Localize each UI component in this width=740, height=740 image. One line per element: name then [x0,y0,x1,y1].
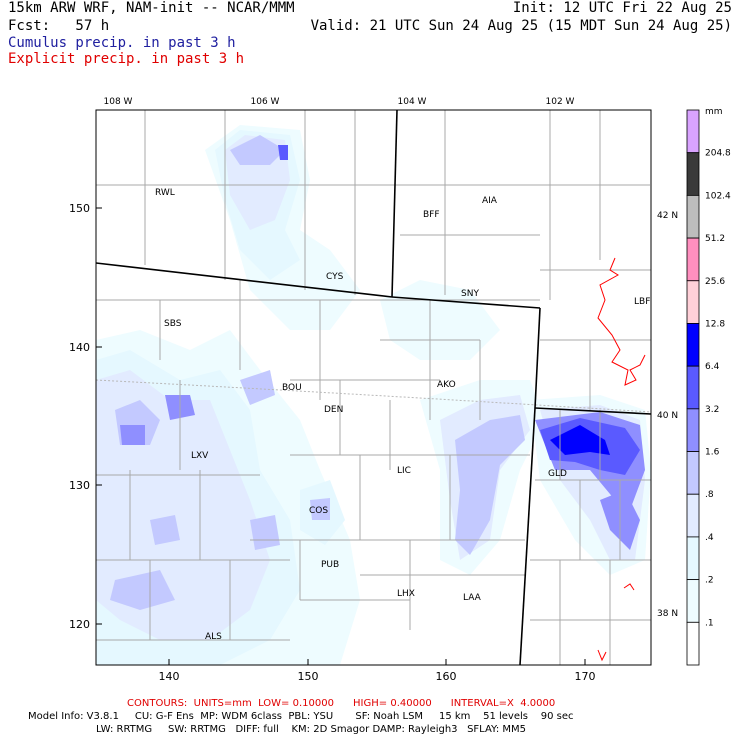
explicit-precip-label: Explicit precip. in past 3 h [8,51,245,67]
bottom-label-160: 160 [436,670,457,683]
colorbar-swatch [686,579,700,623]
forecast-hour: Fcst: 57 h [8,18,110,34]
contours-info: CONTOURS: UNITS=mm LOW= 0.10000 HIGH= 0.… [127,698,556,709]
colorbar-swatch [686,408,700,452]
map-frame [95,109,652,666]
colorbar-level-label: 51.2 [705,234,725,244]
station-bou: BOU [282,383,302,393]
colorbar-swatch [686,493,700,538]
left-label-140: 140 [69,341,90,354]
init-time: Init: 12 UTC Fri 22 Aug 25 [512,0,732,16]
colorbar-swatch [686,152,700,196]
colorbar-level-label: .1 [705,618,714,628]
lon-label-106w: 106 W [251,97,280,107]
colorbar-swatch [686,280,700,324]
colorbar-labels: 204.8 102.4 51.2 25.6 12.8 6.4 3.2 1.6 .8 .4 .2 .1 [705,149,731,629]
station-sny: SNY [461,289,479,299]
colorbar-unit: mm [705,107,723,117]
colorbar-level-label: 3.2 [705,405,719,415]
station-bff: BFF [423,210,440,220]
colorbar-swatch [686,109,700,154]
colorbar-level-label: .8 [705,490,714,500]
station-pub: PUB [321,560,339,570]
station-cys: CYS [326,272,344,282]
lon-label-104w: 104 W [398,97,427,107]
colorbar-swatch [686,621,700,666]
station-sbs: SBS [164,319,182,329]
station-gld: GLD [548,469,567,479]
bottom-label-170: 170 [575,670,596,683]
model-title: 15km ARW WRF, NAM-init -- NCAR/MMM [8,0,295,16]
colorbar-swatch [686,451,700,495]
colorbar-level-label: 102.4 [705,191,731,201]
bottom-label-150: 150 [298,670,319,683]
model-info-line-2: LW: RRTMG SW: RRTMG DIFF: full KM: 2D Sm… [96,724,526,735]
station-lic: LIC [397,466,411,476]
colorbar: mm 204.8 102.4 51.2 25.6 12.8 6.4 3.2 1.6 .8 .4 .2… [686,107,731,666]
station-den: DEN [324,405,343,415]
graticule [96,379,651,413]
lat-label-42n: 42 N [657,211,678,221]
station-rwl: RWL [155,188,175,198]
precip-field-mid [110,135,525,610]
state-borders [96,110,651,665]
left-label-150: 150 [69,202,90,215]
colorbar-swatch [686,365,700,410]
top-lon-labels: 108 W 106 W 104 W 102 W [104,97,575,107]
colorbar-swatches [686,109,700,666]
model-info-line-1: Model Info: V3.8.1 CU: G-F Ens MP: WDM 6… [28,711,574,722]
colorbar-level-label: 12.8 [705,319,725,329]
right-lat-labels: 42 N 40 N 38 N [657,211,678,619]
station-ako: AKO [437,380,456,390]
colorbar-swatch [686,237,700,282]
valid-time: Valid: 21 UTC Sun 24 Aug 25 (15 MDT Sun … [310,18,732,34]
cumulus-precip-label: Cumulus precip. in past 3 h [8,35,236,51]
left-label-130: 130 [69,479,90,492]
colorbar-level-label: 204.8 [705,149,731,159]
lon-label-102w: 102 W [546,97,575,107]
bottom-axis-labels: 140 150 160 170 [159,670,596,683]
colorbar-swatch [686,194,700,239]
station-cos: COS [309,506,328,516]
colorbar-level-label: 6.4 [705,362,720,372]
explicit-precip-contour [597,257,646,662]
left-axis-ticks [96,207,586,665]
station-lxv: LXV [191,451,209,461]
station-labels: RWL BFF AIA CYS SNY SBS AKO BOU DEN LXV … [155,188,650,642]
bottom-label-140: 140 [159,670,180,683]
station-laa: LAA [463,593,482,603]
station-aia: AIA [482,196,498,206]
colorbar-swatch [686,323,700,367]
county-lines [96,110,651,665]
station-lbf: LBF [634,297,650,307]
lat-label-38n: 38 N [657,609,678,619]
left-axis-labels: 150 140 130 120 [69,202,90,631]
colorbar-level-label: 1.6 [705,448,720,458]
colorbar-level-label: .2 [705,576,714,586]
station-lhx: LHX [397,589,415,599]
station-als: ALS [205,632,222,642]
precip-field-max [550,425,610,455]
lon-label-108w: 108 W [104,97,133,107]
map-panel: RWL BFF AIA CYS SNY SBS AKO BOU DEN LXV … [96,110,651,665]
colorbar-level-label: 25.6 [705,277,725,287]
colorbar-level-label: .4 [705,533,714,543]
left-label-120: 120 [69,618,90,631]
lat-label-40n: 40 N [657,411,678,421]
colorbar-swatch [686,536,700,581]
